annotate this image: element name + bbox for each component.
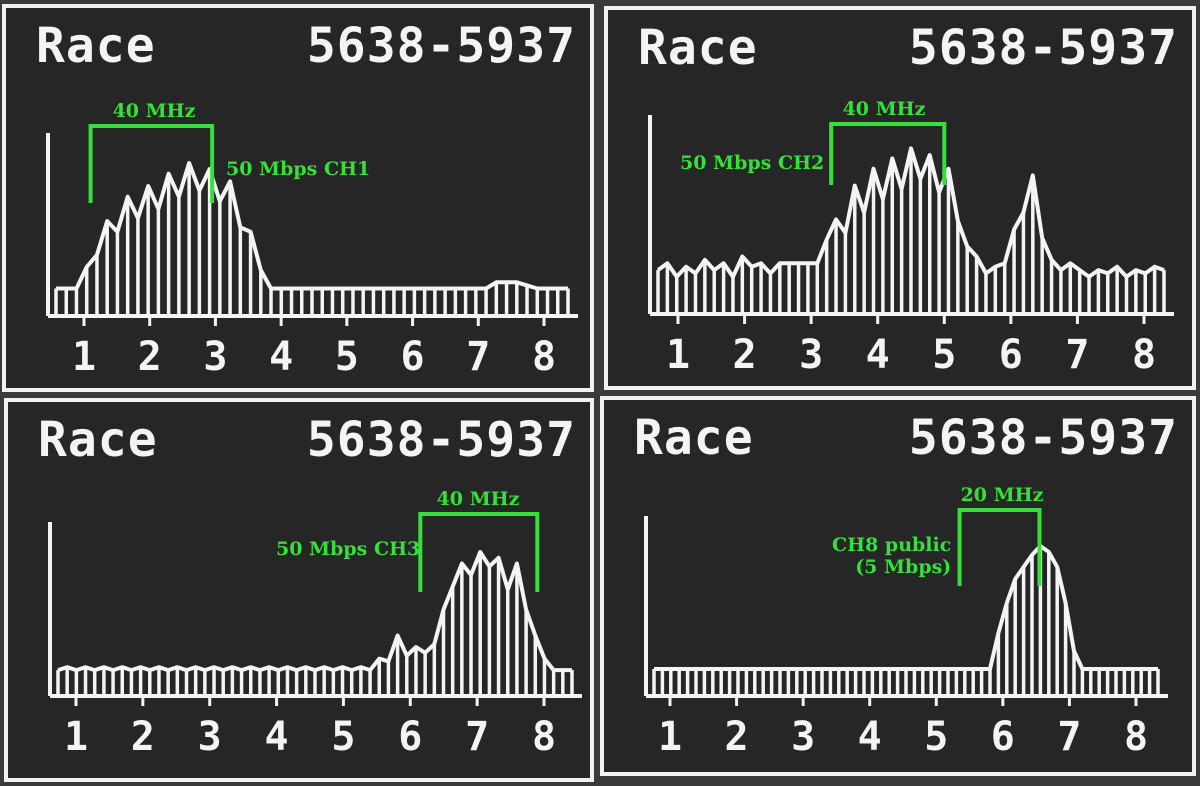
channel-tick-label: 2 xyxy=(138,334,162,380)
channel-tick-label: 8 xyxy=(1124,714,1148,760)
spectrum-trace xyxy=(57,550,572,673)
bandwidth-label: 40 MHz xyxy=(436,488,520,510)
channel-label: 50 Mbps CH2 xyxy=(680,152,825,174)
bandwidth-label: 40 MHz xyxy=(112,100,196,122)
channel-tick-label: 4 xyxy=(269,334,293,380)
channel-tick-label: 7 xyxy=(1057,714,1081,760)
screen-title: Race xyxy=(38,412,158,468)
bandwidth-bracket xyxy=(957,508,1042,586)
spectrum-trace xyxy=(656,146,1165,279)
channel-tick-label: 6 xyxy=(991,714,1015,760)
frequency-range: 5638-5937 xyxy=(306,412,576,468)
channel-annotation: 50 Mbps CH2 xyxy=(680,152,824,174)
bandwidth-label: 20 MHz xyxy=(960,484,1044,506)
screen-title: Race xyxy=(36,18,156,74)
channel-tick-label: 1 xyxy=(64,714,88,760)
channel-annotation: 50 Mbps CH1 xyxy=(226,158,370,180)
spectrum-trace xyxy=(56,161,568,291)
channel-tick-label: 6 xyxy=(398,714,422,760)
frequency-range: 5638-5937 xyxy=(908,20,1178,76)
channel-tick-label: 7 xyxy=(1065,332,1089,378)
screen-title: Race xyxy=(634,410,754,466)
channel-tick-label: 4 xyxy=(866,332,890,378)
channel-tick-label: 4 xyxy=(858,714,882,760)
screen-title: Race xyxy=(638,20,758,76)
channel-tick-label: 5 xyxy=(932,332,956,378)
channel-tick-label: 3 xyxy=(791,714,815,760)
channel-tick-label: 8 xyxy=(1132,332,1156,378)
bandwidth-bracket xyxy=(88,124,215,203)
channel-tick-label: 6 xyxy=(999,332,1023,378)
channel-annotation: 50 Mbps CH3 xyxy=(276,538,420,560)
channel-tick-label: 1 xyxy=(666,332,690,378)
bandwidth-label: 40 MHz xyxy=(842,98,926,120)
channel-label: 50 Mbps CH3 xyxy=(276,538,421,560)
channel-tick-label: 3 xyxy=(203,334,227,380)
channel-tick-label: 2 xyxy=(725,714,749,760)
channel-tick-label: 8 xyxy=(532,334,556,380)
channel-tick-label: 3 xyxy=(799,332,823,378)
channel-tick-label: 6 xyxy=(401,334,425,380)
channel-tick-label: 7 xyxy=(466,334,490,380)
channel-sublabel: (5 Mbps) xyxy=(855,556,952,578)
channel-tick-label: 8 xyxy=(532,714,556,760)
channel-tick-label: 5 xyxy=(331,714,355,760)
channel-tick-label: 5 xyxy=(924,714,948,760)
channel-tick-label: 4 xyxy=(265,714,289,760)
channel-tick-label: 2 xyxy=(733,332,757,378)
channel-tick-label: 1 xyxy=(658,714,682,760)
frequency-range: 5638-5937 xyxy=(306,18,576,74)
channel-tick-label: 1 xyxy=(72,334,96,380)
channel-annotation: CH8 public (5 Mbps) xyxy=(832,534,951,578)
channel-label: CH8 public xyxy=(832,534,952,556)
channel-label: 50 Mbps CH1 xyxy=(226,158,371,180)
frequency-range: 5638-5937 xyxy=(908,410,1178,466)
bandwidth-bracket xyxy=(829,122,947,185)
channel-tick-label: 3 xyxy=(198,714,222,760)
bandwidth-bracket xyxy=(418,512,540,592)
channel-tick-label: 2 xyxy=(131,714,155,760)
spectrum-trace xyxy=(654,544,1158,671)
channel-tick-label: 5 xyxy=(335,334,359,380)
channel-tick-label: 7 xyxy=(465,714,489,760)
